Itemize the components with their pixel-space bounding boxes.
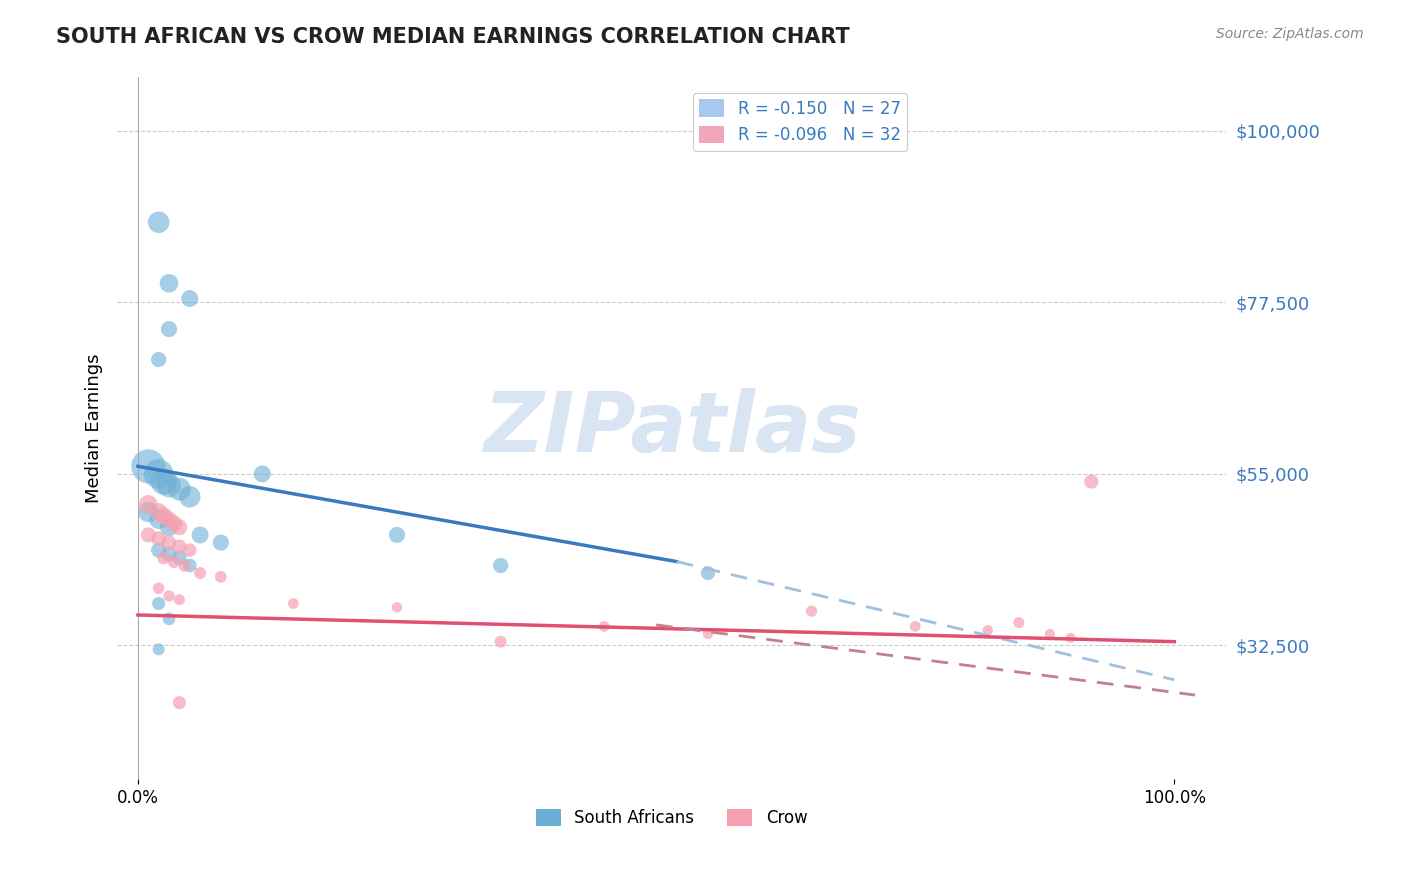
Point: [148, 582, 170, 596]
Point: [157, 520, 180, 534]
Point: [169, 482, 191, 496]
Point: [1039, 627, 1062, 641]
Point: [157, 277, 180, 291]
Point: [169, 540, 191, 554]
Point: [148, 543, 170, 558]
Point: [800, 604, 823, 618]
Point: [1008, 615, 1031, 630]
Point: [283, 597, 305, 611]
Point: [157, 513, 180, 527]
Point: [593, 619, 616, 633]
Point: [136, 459, 159, 474]
Point: [157, 547, 180, 561]
Point: [148, 642, 170, 657]
Text: SOUTH AFRICAN VS CROW MEDIAN EARNINGS CORRELATION CHART: SOUTH AFRICAN VS CROW MEDIAN EARNINGS CO…: [56, 27, 851, 46]
Point: [179, 558, 201, 573]
Point: [179, 543, 201, 558]
Point: [148, 597, 170, 611]
Point: [188, 566, 211, 580]
Point: [153, 475, 176, 489]
Y-axis label: Median Earnings: Median Earnings: [86, 353, 103, 503]
Point: [148, 513, 170, 527]
Point: [1059, 631, 1081, 645]
Point: [157, 535, 180, 549]
Point: [696, 627, 718, 641]
Point: [148, 532, 170, 546]
Point: [157, 612, 180, 626]
Point: [148, 467, 170, 481]
Point: [153, 550, 176, 565]
Point: [136, 498, 159, 512]
Point: [169, 520, 191, 534]
Point: [169, 550, 191, 565]
Point: [163, 555, 186, 569]
Point: [904, 619, 927, 633]
Legend: South Africans, Crow: South Africans, Crow: [529, 802, 814, 834]
Point: [169, 696, 191, 710]
Point: [173, 558, 195, 573]
Point: [148, 352, 170, 367]
Point: [179, 490, 201, 504]
Point: [157, 322, 180, 336]
Text: ZIPatlas: ZIPatlas: [482, 388, 860, 468]
Point: [179, 292, 201, 306]
Point: [136, 528, 159, 542]
Point: [188, 528, 211, 542]
Point: [157, 589, 180, 603]
Point: [209, 535, 232, 549]
Point: [136, 505, 159, 519]
Point: [163, 516, 186, 531]
Point: [148, 215, 170, 229]
Text: Source: ZipAtlas.com: Source: ZipAtlas.com: [1216, 27, 1364, 41]
Point: [489, 558, 512, 573]
Point: [385, 528, 408, 542]
Point: [385, 600, 408, 615]
Point: [153, 508, 176, 523]
Point: [696, 566, 718, 580]
Point: [157, 478, 180, 492]
Point: [1080, 475, 1102, 489]
Point: [977, 624, 1000, 638]
Point: [489, 634, 512, 648]
Point: [148, 505, 170, 519]
Point: [209, 570, 232, 584]
Point: [252, 467, 274, 481]
Point: [169, 592, 191, 607]
